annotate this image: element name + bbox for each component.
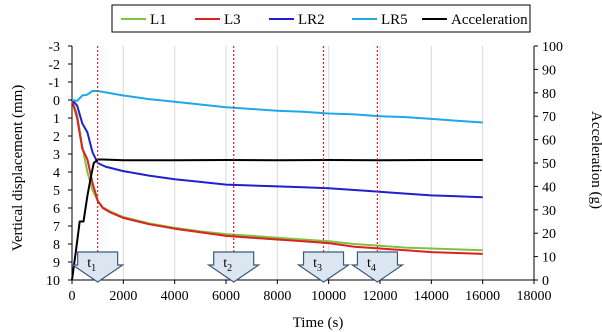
legend [111,4,531,33]
y2-tick-label: 80 [542,87,556,102]
event-markers: t1 t2 t3 t4 [70,46,405,283]
x-tick-label: 0 [69,289,76,304]
y-axis-title: Vertical displacement (mm) [10,85,26,252]
marker-label-t4: t4 [367,256,376,274]
y-tick-label: -3 [48,40,60,55]
y-tick-label: 4 [53,166,60,181]
marker-arrow-t1 [70,251,125,283]
y-tick-label: 1 [53,112,60,127]
y2-tick-label: 90 [542,63,556,78]
marker-arrow-t2 [206,251,261,283]
y2-tick-label: 60 [542,134,556,149]
marker-label-t2: t2 [223,256,232,274]
x-tick-label: 12000 [363,289,398,304]
y2-tick-label: 20 [542,227,556,242]
y-tick-label: 8 [53,238,60,253]
series-line-lr2 [71,99,483,199]
legend-label-l3: L3 [224,12,241,28]
marker-label-t1: t1 [87,256,96,274]
legend-label-lr5: LR5 [381,12,408,28]
y2-tick-label: 0 [542,274,549,289]
x-tick-label: 16000 [465,289,500,304]
x-tick-label: 4000 [161,289,189,304]
y-tick-label: 3 [53,148,60,163]
marker-arrow-t4 [350,251,405,283]
y-tick-label: -2 [48,58,60,73]
y2-tick-label: 40 [542,180,556,195]
y-tick-label: 0 [53,94,60,109]
y-axis-left: -3 -2 -1 0 1 2 3 4 5 6 7 8 9 10 [46,40,72,289]
legend-label-l1: L1 [150,12,167,28]
legend-frame [111,4,531,33]
x-tick-label: 8000 [263,289,291,304]
y2-tick-label: 30 [542,204,556,219]
y-tick-label: -1 [48,76,60,91]
series-line-lr5 [71,90,483,124]
x-tick-label: 2000 [109,289,137,304]
y2-tick-label: 10 [542,251,556,266]
legend-label-acceleration: Acceleration [451,12,528,28]
legend-items: L1 L3 LR2 LR5 Acceleration [121,12,528,28]
y-tick-label: 6 [53,202,60,217]
y-axis-right: 0 10 20 30 40 50 60 70 80 90 100 [534,40,563,289]
y-tick-label: 5 [53,184,60,199]
marker-arrow-t3 [296,251,351,283]
grid [122,46,535,280]
y-tick-label: 7 [53,220,60,235]
y2-axis-title: Acceleration (g) [588,111,602,209]
y2-tick-label: 100 [542,40,563,55]
series-layer [71,90,483,281]
y2-tick-label: 70 [542,110,556,125]
x-tick-label: 6000 [212,289,240,304]
plot-frame [71,46,535,281]
x-axis: 0 2000 4000 6000 8000 10000 12000 14000 16000 180… [69,280,552,304]
y2-tick-label: 50 [542,157,556,172]
x-axis-title: Time (s) [293,315,344,331]
x-tick-label: 14000 [414,289,449,304]
legend-label-lr2: LR2 [298,12,325,28]
y-tick-label: 10 [46,274,60,289]
series-line-acceleration [71,158,483,281]
marker-label-t3: t3 [313,256,322,274]
x-tick-label: 18000 [517,289,552,304]
y-tick-label: 9 [53,256,60,271]
y-tick-label: 2 [53,130,60,145]
x-tick-label: 10000 [311,289,346,304]
